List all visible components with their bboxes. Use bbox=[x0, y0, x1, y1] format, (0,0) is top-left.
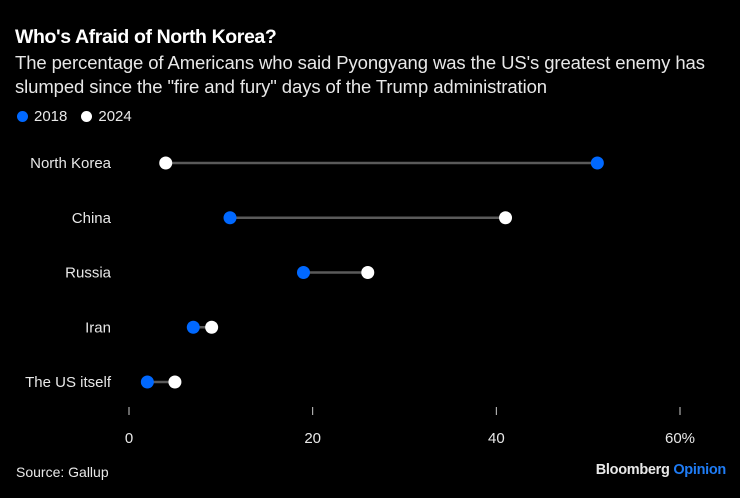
dot-2018-the-us-itself bbox=[140, 375, 154, 389]
dot-2018-russia bbox=[296, 266, 310, 279]
x-tick-label-60: 60% bbox=[665, 430, 695, 447]
category-label-iran: Iran bbox=[85, 319, 111, 336]
chart-subtitle: The percentage of Americans who said Pyo… bbox=[15, 52, 705, 97]
brand-primary: Bloomberg bbox=[595, 462, 670, 478]
legend-dot-2018-icon bbox=[17, 111, 28, 122]
legend-item-2024: 2024 bbox=[81, 108, 132, 125]
dot-2024-the-us-itself bbox=[168, 375, 182, 389]
x-tick-label-40: 40 bbox=[488, 430, 505, 447]
dot-2024-russia bbox=[361, 266, 375, 279]
chart-title: Who's Afraid of North Korea? bbox=[15, 26, 277, 48]
category-label-the-us-itself: The US itself bbox=[25, 374, 112, 391]
legend-dot-2024-icon bbox=[81, 111, 93, 122]
dot-2018-north-korea bbox=[590, 156, 604, 170]
category-label-russia: Russia bbox=[65, 265, 112, 282]
legend: 2018 2024 bbox=[17, 108, 146, 125]
legend-label-2018: 2018 bbox=[34, 108, 68, 125]
x-tick-label-20: 20 bbox=[304, 430, 321, 447]
category-label-china: China bbox=[72, 210, 112, 227]
brand-secondary: Opinion bbox=[673, 462, 726, 478]
legend-label-2024: 2024 bbox=[98, 108, 132, 125]
brand-logo: Bloomberg Opinion bbox=[595, 462, 727, 478]
dot-2024-china bbox=[499, 211, 513, 225]
dot-2018-china bbox=[223, 211, 237, 225]
dot-2018-iran bbox=[186, 320, 200, 334]
x-tick-label-0: 0 bbox=[125, 430, 133, 447]
legend-item-2018: 2018 bbox=[17, 108, 67, 125]
dot-2024-north-korea bbox=[159, 156, 173, 170]
source-note: Source: Gallup bbox=[16, 464, 109, 480]
category-label-north-korea: North Korea bbox=[30, 155, 112, 172]
dot-2024-iran bbox=[205, 320, 219, 334]
